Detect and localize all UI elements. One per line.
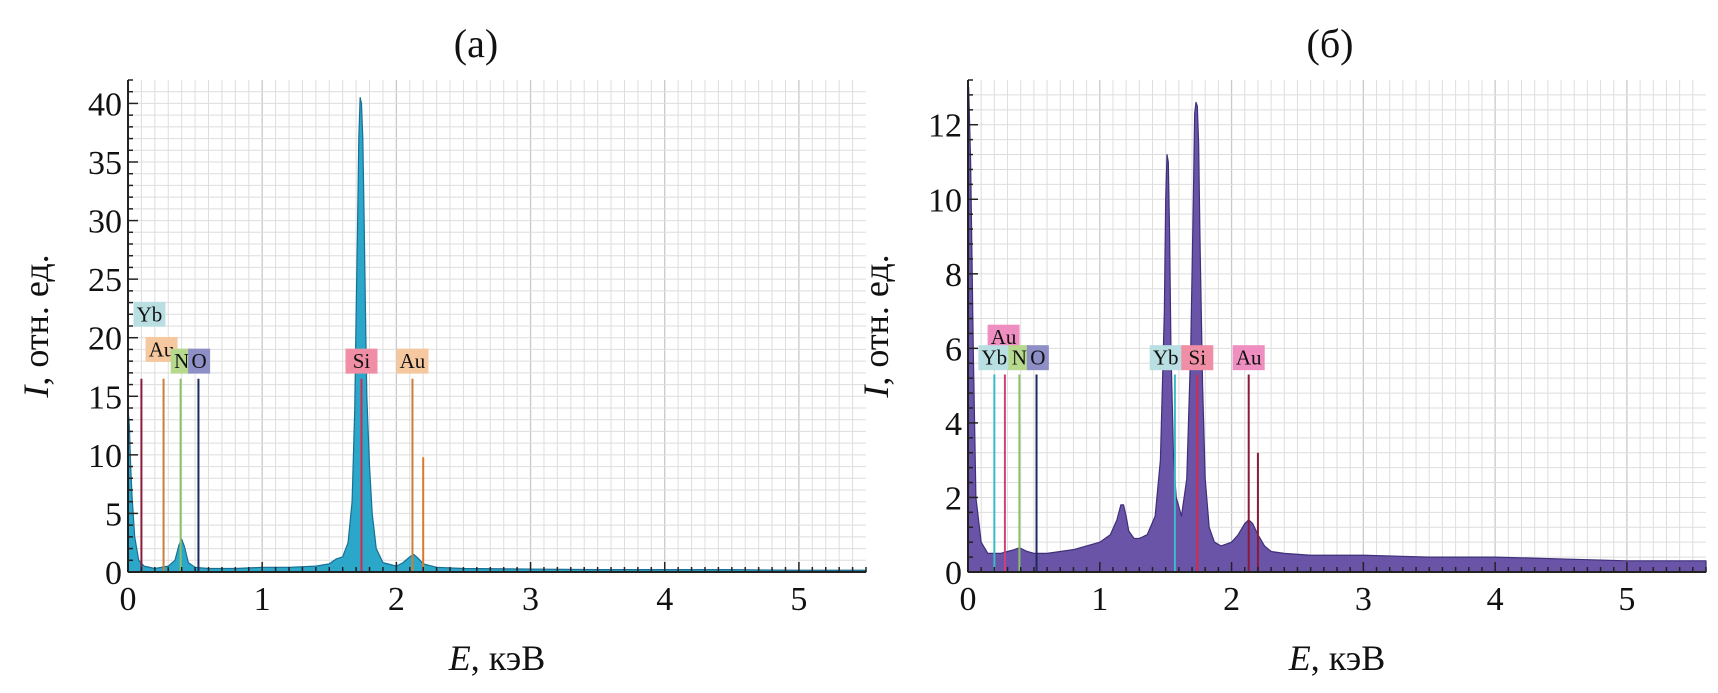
x-tick-label: 3 [1355, 581, 1372, 618]
y-axis-var: I [16, 384, 56, 399]
y-tick-label: 20 [88, 321, 122, 358]
x-tick-label: 4 [1487, 581, 1504, 618]
y-tick-label: 0 [945, 555, 962, 592]
x-axis-var: E [1288, 638, 1311, 678]
y-tick-label: 40 [88, 86, 122, 123]
x-axis-var: E [448, 638, 471, 678]
x-tick-label: 5 [790, 581, 807, 618]
element-label-text: N [174, 349, 189, 373]
element-label-box [1232, 345, 1265, 371]
x-tick-label: 2 [1223, 581, 1240, 618]
element-label-text: Si [353, 349, 371, 373]
element-label-text: Au [149, 337, 175, 361]
element-label-box [1181, 345, 1214, 371]
y-tick-label: 0 [105, 555, 122, 592]
element-label-text: Yb [982, 346, 1008, 370]
y-tick-label: 10 [928, 182, 962, 219]
element-label: Au [1232, 345, 1265, 371]
grid [128, 80, 866, 572]
grid [968, 80, 1706, 572]
x-tick-label: 2 [388, 581, 405, 618]
element-label: Si [1181, 345, 1214, 371]
element-label: Yb [978, 345, 1011, 371]
x-axis-unit: , кэВ [1311, 638, 1385, 678]
element-label-box [345, 348, 378, 374]
y-tick-label: 12 [928, 108, 962, 145]
y-axis-unit: , отн. ед. [16, 254, 56, 385]
element-label: O [188, 348, 211, 374]
x-tick-label: 5 [1618, 581, 1635, 618]
element-label-box [188, 348, 211, 374]
element-label-text: Si [1189, 346, 1207, 370]
x-tick-label: 0 [960, 581, 977, 618]
element-label-box [1026, 345, 1049, 371]
y-tick-label: 4 [945, 406, 962, 443]
element-label: N [170, 348, 193, 374]
x-axis-label: E, кэВ [448, 638, 545, 678]
x-tick-label: 3 [522, 581, 539, 618]
element-label-text: Au [400, 349, 426, 373]
spectrum-area [127, 96, 867, 573]
y-axis-unit: , отн. ед. [856, 254, 896, 385]
y-tick-label: 15 [88, 379, 122, 416]
element-label-text: Yb [137, 302, 163, 326]
element-label: N [1008, 345, 1031, 371]
x-tick-label: 0 [120, 581, 137, 618]
y-tick-label: 6 [945, 331, 962, 368]
y-tick-label: 8 [945, 257, 962, 294]
element-label: Au [396, 348, 429, 374]
element-label-box [1149, 345, 1182, 371]
element-label-text: O [1030, 346, 1045, 370]
y-tick-label: 2 [945, 480, 962, 517]
element-label-text: O [192, 349, 207, 373]
element-label-box [1008, 345, 1031, 371]
y-axis-var: I [856, 384, 896, 399]
y-tick-label: 25 [88, 262, 122, 299]
element-label-text: Au [1236, 346, 1262, 370]
y-tick-label: 30 [88, 204, 122, 241]
x-axis-label: E, кэВ [1288, 638, 1385, 678]
panel-title: (б) [1307, 21, 1354, 66]
element-label-text: N [1012, 346, 1027, 370]
y-tick-label: 10 [88, 438, 122, 475]
element-label-box [978, 345, 1011, 371]
y-tick-label: 35 [88, 145, 122, 182]
x-tick-label: 1 [1091, 581, 1108, 618]
element-label: Yb [1149, 345, 1182, 371]
y-axis-label: I, отн. ед. [856, 254, 896, 398]
element-label-box [170, 348, 193, 374]
x-axis-unit: , кэВ [471, 638, 545, 678]
panel-title: (а) [454, 21, 498, 66]
y-axis-label: I, отн. ед. [16, 254, 56, 398]
y-tick-label: 5 [105, 496, 122, 533]
element-label-box [396, 348, 429, 374]
x-tick-label: 1 [254, 581, 271, 618]
element-label: Yb [133, 301, 166, 327]
element-label: O [1026, 345, 1049, 371]
element-label: Si [345, 348, 378, 374]
element-label-box [133, 301, 166, 327]
x-tick-label: 4 [656, 581, 673, 618]
element-label-text: Yb [1153, 346, 1179, 370]
